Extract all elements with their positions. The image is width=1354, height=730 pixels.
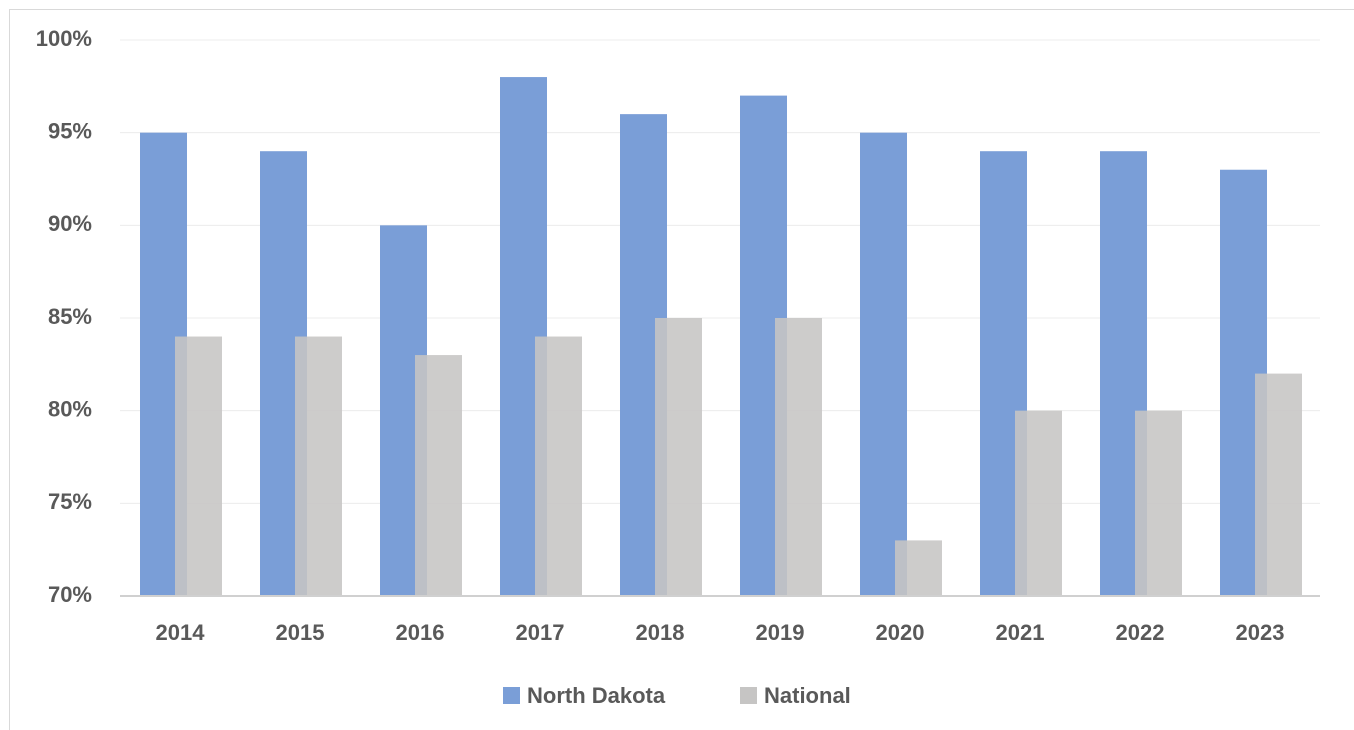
bar xyxy=(895,540,942,596)
y-tick-label: 80% xyxy=(48,396,92,421)
bar xyxy=(1135,410,1182,596)
bar xyxy=(860,132,907,596)
x-tick-label: 2015 xyxy=(276,620,325,645)
x-tick-label: 2022 xyxy=(1116,620,1165,645)
bar xyxy=(175,336,222,596)
x-tick-label: 2017 xyxy=(516,620,565,645)
x-tick-label: 2014 xyxy=(156,620,206,645)
y-tick-label: 75% xyxy=(48,489,92,514)
x-tick-label: 2016 xyxy=(396,620,445,645)
legend-label: North Dakota xyxy=(527,683,666,708)
x-tick-label: 2021 xyxy=(996,620,1045,645)
bar xyxy=(535,336,582,596)
bar xyxy=(1255,373,1302,596)
bar xyxy=(1015,410,1062,596)
y-tick-label: 100% xyxy=(36,26,92,51)
bar xyxy=(295,336,342,596)
chart-frame xyxy=(9,9,1354,730)
x-tick-label: 2020 xyxy=(876,620,925,645)
x-tick-label: 2023 xyxy=(1236,620,1285,645)
legend-swatch xyxy=(503,687,520,704)
legend-label: National xyxy=(764,683,851,708)
y-tick-label: 85% xyxy=(48,304,92,329)
y-tick-label: 70% xyxy=(48,582,92,607)
legend-swatch xyxy=(740,687,757,704)
bar xyxy=(655,318,702,596)
bar xyxy=(775,318,822,596)
y-tick-label: 95% xyxy=(48,118,92,143)
y-tick-label: 90% xyxy=(48,211,92,236)
x-tick-label: 2018 xyxy=(636,620,685,645)
bar xyxy=(415,355,462,596)
x-tick-label: 2019 xyxy=(756,620,805,645)
